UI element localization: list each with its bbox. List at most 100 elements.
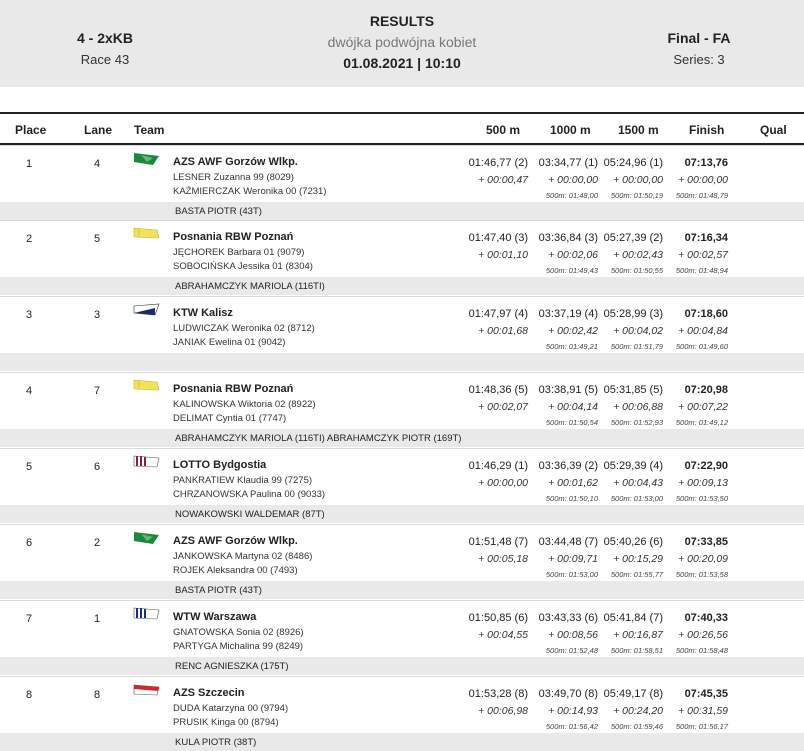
rower-2: CHRZANOWSKA Paulina 00 (9033) <box>173 489 326 500</box>
rower-1: PANKRATIEW Klaudia 99 (7275) <box>173 475 313 486</box>
lane: 5 <box>94 233 101 245</box>
time-1500m: 05:31,85 (5) <box>603 384 663 396</box>
delta-500m: + 00:04,55 <box>478 629 528 641</box>
table-row: 6 2 AZS AWF Gorzów Wlkp. JANKOWSKA Martyna … <box>0 524 804 599</box>
coach-name: ABRAHAMCZYK MARIOLA (116TI) <box>175 281 325 292</box>
place: 5 <box>26 461 33 473</box>
title-block: RESULTS dwójka podwójna kobiet 01.08.202… <box>250 13 554 71</box>
time-1500m: 05:24,96 (1) <box>603 157 663 169</box>
split-1000m: 500m: 01:50,10 <box>545 494 598 503</box>
finish-time: 07:33,85 <box>684 536 728 548</box>
delta-1000m: + 00:02,06 <box>548 249 598 261</box>
delta-500m: + 00:05,18 <box>478 553 528 565</box>
time-500m: 01:53,28 (8) <box>468 688 528 700</box>
finish-delta: + 00:04,84 <box>678 325 728 337</box>
delta-1500m: + 00:06,88 <box>613 401 663 413</box>
delta-1000m: + 00:04,14 <box>548 401 598 413</box>
lane: 7 <box>94 385 101 397</box>
time-500m: 01:47,97 (4) <box>468 308 528 320</box>
table-row: 2 5 Posnania RBW Poznań JĘCHOREK Barbara 01… <box>0 220 804 295</box>
coach-bar: BASTA PIOTR (43T) <box>0 581 804 599</box>
time-500m: 01:46,77 (2) <box>468 157 528 169</box>
finish-time: 07:13,76 <box>684 157 728 169</box>
time-1000m: 03:34,77 (1) <box>538 157 598 169</box>
lane: 6 <box>94 461 101 473</box>
delta-500m: + 00:00,00 <box>478 477 528 489</box>
table-row: 3 3 KTW Kalisz LUDWICZAK Weronika 02 (8712)… <box>0 296 804 371</box>
time-1500m: 05:40,26 (6) <box>603 536 663 548</box>
results-header: 4 - 2xKB Race 43 RESULTS dwójka podwójna… <box>0 0 804 87</box>
split-1500m: 500m: 01:59,46 <box>610 722 663 731</box>
split-1000m: 500m: 01:48,00 <box>545 191 598 200</box>
finish-time: 07:16,34 <box>684 232 728 244</box>
finish-delta: + 00:00,00 <box>678 174 728 186</box>
table-row: 5 6 LOTTO Bydgostia PANKRATIEW Klaudia 99 (… <box>0 448 804 523</box>
place: 6 <box>26 537 33 549</box>
split-1000m: 500m: 01:52,48 <box>545 646 598 655</box>
time-1000m: 03:44,48 (7) <box>538 536 598 548</box>
time-500m: 01:48,36 (5) <box>468 384 528 396</box>
club-flag-icon <box>133 152 161 166</box>
finish-delta: + 00:07,22 <box>678 401 728 413</box>
lane: 2 <box>94 537 101 549</box>
time-500m: 01:51,48 (7) <box>468 536 528 548</box>
event-code: 4 - 2xKB <box>76 30 134 46</box>
time-1000m: 03:36,84 (3) <box>538 232 598 244</box>
col-lane: Lane <box>84 123 113 137</box>
split-1500m: 500m: 01:50,55 <box>610 266 663 275</box>
split-1500m: 500m: 01:53,00 <box>610 494 663 503</box>
split-1000m: 500m: 01:49,21 <box>545 342 598 351</box>
coach-bar: NOWAKOWSKI WALDEMAR (87T) <box>0 505 804 523</box>
coach-name: ABRAHAMCZYK MARIOLA (116TI) ABRAHAMCZYK … <box>175 433 462 444</box>
delta-1000m: + 00:01,62 <box>548 477 598 489</box>
split-1500m: 500m: 01:55,77 <box>610 570 663 579</box>
table-row: 4 7 Posnania RBW Poznań KALINOWSKA Wiktoria… <box>0 372 804 447</box>
club-flag-icon <box>133 379 161 393</box>
page-title: RESULTS <box>369 13 435 29</box>
time-1000m: 03:49,70 (8) <box>538 688 598 700</box>
club-flag-icon <box>133 683 161 697</box>
finish-split: 500m: 01:48,94 <box>675 266 728 275</box>
col-1500m: 1500 m <box>618 123 659 137</box>
finish-time: 07:18,60 <box>684 308 728 320</box>
team-name: Posnania RBW Poznań <box>173 231 294 243</box>
coach-name: RENC AGNIESZKA (175T) <box>175 661 289 672</box>
team-name: AZS Szczecin <box>173 687 245 699</box>
coach-name: BASTA PIOTR (43T) <box>175 585 262 596</box>
rower-1: JĘCHOREK Barbara 01 (9079) <box>173 247 305 258</box>
finish-split: 500m: 01:53,58 <box>675 570 728 579</box>
rower-1: JANKOWSKA Martyna 02 (8486) <box>173 551 313 562</box>
club-flag-icon <box>133 227 161 241</box>
col-qual: Qual <box>760 123 787 137</box>
time-1500m: 05:41,84 (7) <box>603 612 663 624</box>
rower-2: JANIAK Ewelina 01 (9042) <box>173 337 286 348</box>
finish-split: 500m: 01:56,17 <box>675 722 728 731</box>
delta-500m: + 00:01,68 <box>478 325 528 337</box>
col-1000m: 1000 m <box>550 123 591 137</box>
delta-1500m: + 00:04,43 <box>613 477 663 489</box>
finish-split: 500m: 01:49,12 <box>675 418 728 427</box>
team-name: AZS AWF Gorzów Wlkp. <box>173 535 298 547</box>
finish-time: 07:20,98 <box>684 384 728 396</box>
team-name: LOTTO Bydgostia <box>173 459 267 471</box>
delta-1500m: + 00:15,29 <box>613 553 663 565</box>
coach-name: KULA PIOTR (38T) <box>175 737 257 748</box>
club-flag-icon <box>133 455 161 469</box>
delta-1500m: + 00:24,20 <box>613 705 663 717</box>
time-500m: 01:46,29 (1) <box>468 460 528 472</box>
rower-1: DUDA Katarzyna 00 (9794) <box>173 703 289 714</box>
split-1500m: 500m: 01:58,51 <box>610 646 663 655</box>
delta-1500m: + 00:04,02 <box>613 325 663 337</box>
event-subtitle: dwójka podwójna kobiet <box>327 34 477 50</box>
delta-500m: + 00:00,47 <box>478 174 528 186</box>
race-number: Race 43 <box>80 52 130 67</box>
finish-time: 07:22,90 <box>684 460 728 472</box>
col-team: Team <box>134 123 165 137</box>
finish-split: 500m: 01:53,50 <box>675 494 728 503</box>
split-1000m: 500m: 01:56,42 <box>545 722 598 731</box>
finish-time: 07:40,33 <box>684 612 728 624</box>
table-row: 7 1 WTW Warszawa GNATOWSKA Sonia 02 (8926) P… <box>0 600 804 675</box>
place: 7 <box>26 613 33 625</box>
coach-bar: RENC AGNIESZKA (175T) <box>0 657 804 675</box>
lane: 3 <box>94 309 101 321</box>
